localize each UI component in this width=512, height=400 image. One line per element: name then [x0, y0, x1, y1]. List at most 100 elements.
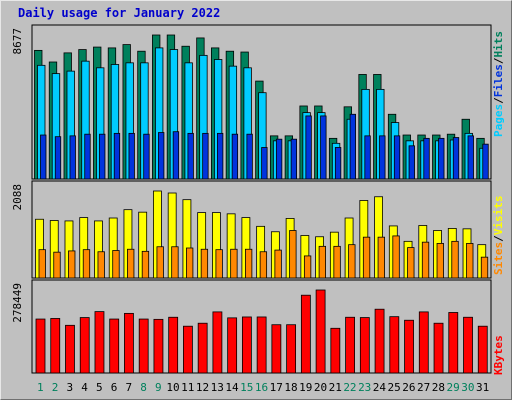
day-tick-label: 17	[270, 381, 283, 394]
day-tick-label: 10	[166, 381, 179, 394]
day-tick-label: 23	[358, 381, 371, 394]
pages-bar	[113, 132, 121, 180]
sites-bar	[82, 249, 91, 279]
kbytes-bar	[109, 318, 120, 374]
legend-entry: Files	[492, 64, 505, 97]
sites-bar	[215, 249, 223, 279]
kbytes-bar	[168, 316, 179, 374]
day-tick-label: 16	[255, 381, 268, 394]
legend-entry: Sites	[492, 242, 505, 275]
pages-bar	[69, 135, 76, 180]
kbytes-bar	[35, 318, 46, 374]
day-tick-label: 12	[196, 381, 209, 394]
day-tick-label: 5	[96, 381, 103, 394]
sites-bar	[156, 246, 164, 279]
pages-bar	[290, 138, 298, 180]
kbytes-bar	[138, 318, 149, 374]
day-tick-label: 21	[329, 381, 342, 394]
kbytes-bar	[271, 324, 282, 374]
legend-entry: Visits	[492, 196, 505, 236]
pages-bar	[349, 113, 356, 180]
legend-visits-sites: Sites/Visits	[492, 196, 505, 276]
day-tick-label: 4	[81, 381, 88, 394]
pages-bar	[84, 133, 91, 180]
pages-bar	[379, 135, 386, 180]
legend-entry: Hits	[492, 31, 505, 58]
day-tick-label: 3	[67, 381, 74, 394]
pages-bar	[187, 132, 194, 180]
legend-hits-files-pages: Pages/Files/Hits	[492, 31, 505, 137]
sites-bar	[141, 250, 150, 279]
hits-max-label: 8677	[11, 28, 24, 55]
day-tick-label: 11	[181, 381, 194, 394]
sites-bar	[127, 248, 135, 279]
sites-bar	[112, 250, 120, 279]
sites-bar	[244, 248, 253, 279]
sites-bar	[38, 249, 46, 279]
day-tick-label: 7	[126, 381, 133, 394]
kbytes-max-label: 278449	[11, 283, 24, 323]
kbytes-bar	[463, 316, 473, 374]
kbytes-bar	[315, 289, 326, 374]
sites-bar	[230, 248, 238, 279]
pages-bar	[320, 115, 327, 180]
kbytes-bar	[300, 294, 311, 374]
day-tick-label: 20	[314, 381, 327, 394]
kbytes-bar	[359, 317, 370, 374]
sites-bar	[200, 248, 209, 279]
pages-bar	[438, 137, 445, 180]
pages-bar	[128, 132, 135, 180]
day-tick-label: 14	[225, 381, 239, 394]
kbytes-bar	[197, 322, 208, 374]
day-tick-label: 26	[402, 381, 415, 394]
kbytes-bar	[404, 319, 414, 374]
pages-bar	[202, 132, 209, 180]
day-tick-label: 28	[432, 381, 445, 394]
pages-bar	[275, 138, 283, 180]
legend-entry: Pages	[492, 104, 505, 137]
kbytes-bar	[330, 327, 341, 374]
pages-bar	[40, 134, 47, 180]
day-tick-label: 30	[461, 381, 474, 394]
kbytes-bar	[79, 317, 90, 374]
sites-bar	[259, 251, 268, 279]
pages-bar	[261, 147, 268, 180]
pages-bar	[408, 145, 415, 180]
kbytes-bar	[256, 316, 267, 374]
pages-bar	[393, 135, 401, 180]
pages-bar	[423, 137, 430, 180]
kbytes-bar	[153, 318, 164, 374]
day-tick-label: 6	[111, 381, 118, 394]
pages-bar	[452, 137, 460, 180]
day-tick-label: 18	[284, 381, 297, 394]
sites-bar	[392, 235, 400, 279]
sites-bar	[274, 249, 282, 279]
kbytes-bar	[212, 311, 223, 374]
sites-bar	[436, 243, 444, 279]
pages-bar	[231, 133, 239, 180]
sites-bar	[466, 243, 474, 279]
kbytes-bar	[50, 318, 61, 374]
day-tick-label: 19	[299, 381, 312, 394]
kbytes-bar	[124, 312, 134, 374]
pages-bar	[364, 135, 371, 180]
chart-title: Daily usage for January 2022	[18, 6, 221, 20]
sites-bar	[68, 250, 76, 279]
pages-bar	[99, 133, 106, 180]
day-tick-label: 24	[373, 381, 387, 394]
kbytes-bar	[345, 316, 355, 374]
sites-bar	[333, 245, 341, 279]
sites-bar	[289, 230, 297, 279]
day-tick-label: 2	[52, 381, 59, 394]
pages-bar	[143, 133, 150, 180]
kbytes-bar	[418, 311, 429, 374]
legend-entry: KBytes	[492, 335, 505, 375]
day-tick-label: 9	[155, 381, 162, 394]
pages-bar	[482, 143, 489, 180]
kbytes-bar	[241, 316, 252, 374]
pages-bar	[172, 131, 180, 180]
kbytes-bar	[94, 311, 105, 374]
pages-bar	[305, 115, 312, 180]
sites-bar	[407, 247, 415, 279]
